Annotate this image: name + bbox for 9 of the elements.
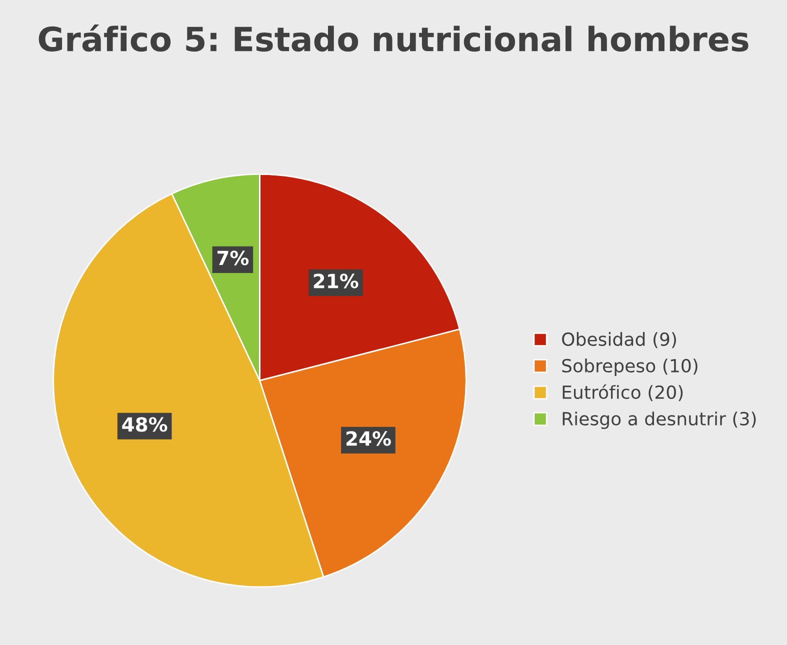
legend-label: Obesidad (9) xyxy=(562,332,676,348)
data-label: 48% xyxy=(122,417,168,432)
data-label: 24% xyxy=(346,431,391,446)
legend-label: Eutrófico (20) xyxy=(562,384,683,402)
legend-label: Riesgo a desnutrir (3) xyxy=(562,412,756,430)
data-label: 21% xyxy=(314,274,358,288)
legend-label: Sobrepeso (10) xyxy=(562,358,698,376)
data-label: 7% xyxy=(217,250,249,266)
chart-title: Gráfico 5: Estado nutricional hombres xyxy=(38,24,748,52)
